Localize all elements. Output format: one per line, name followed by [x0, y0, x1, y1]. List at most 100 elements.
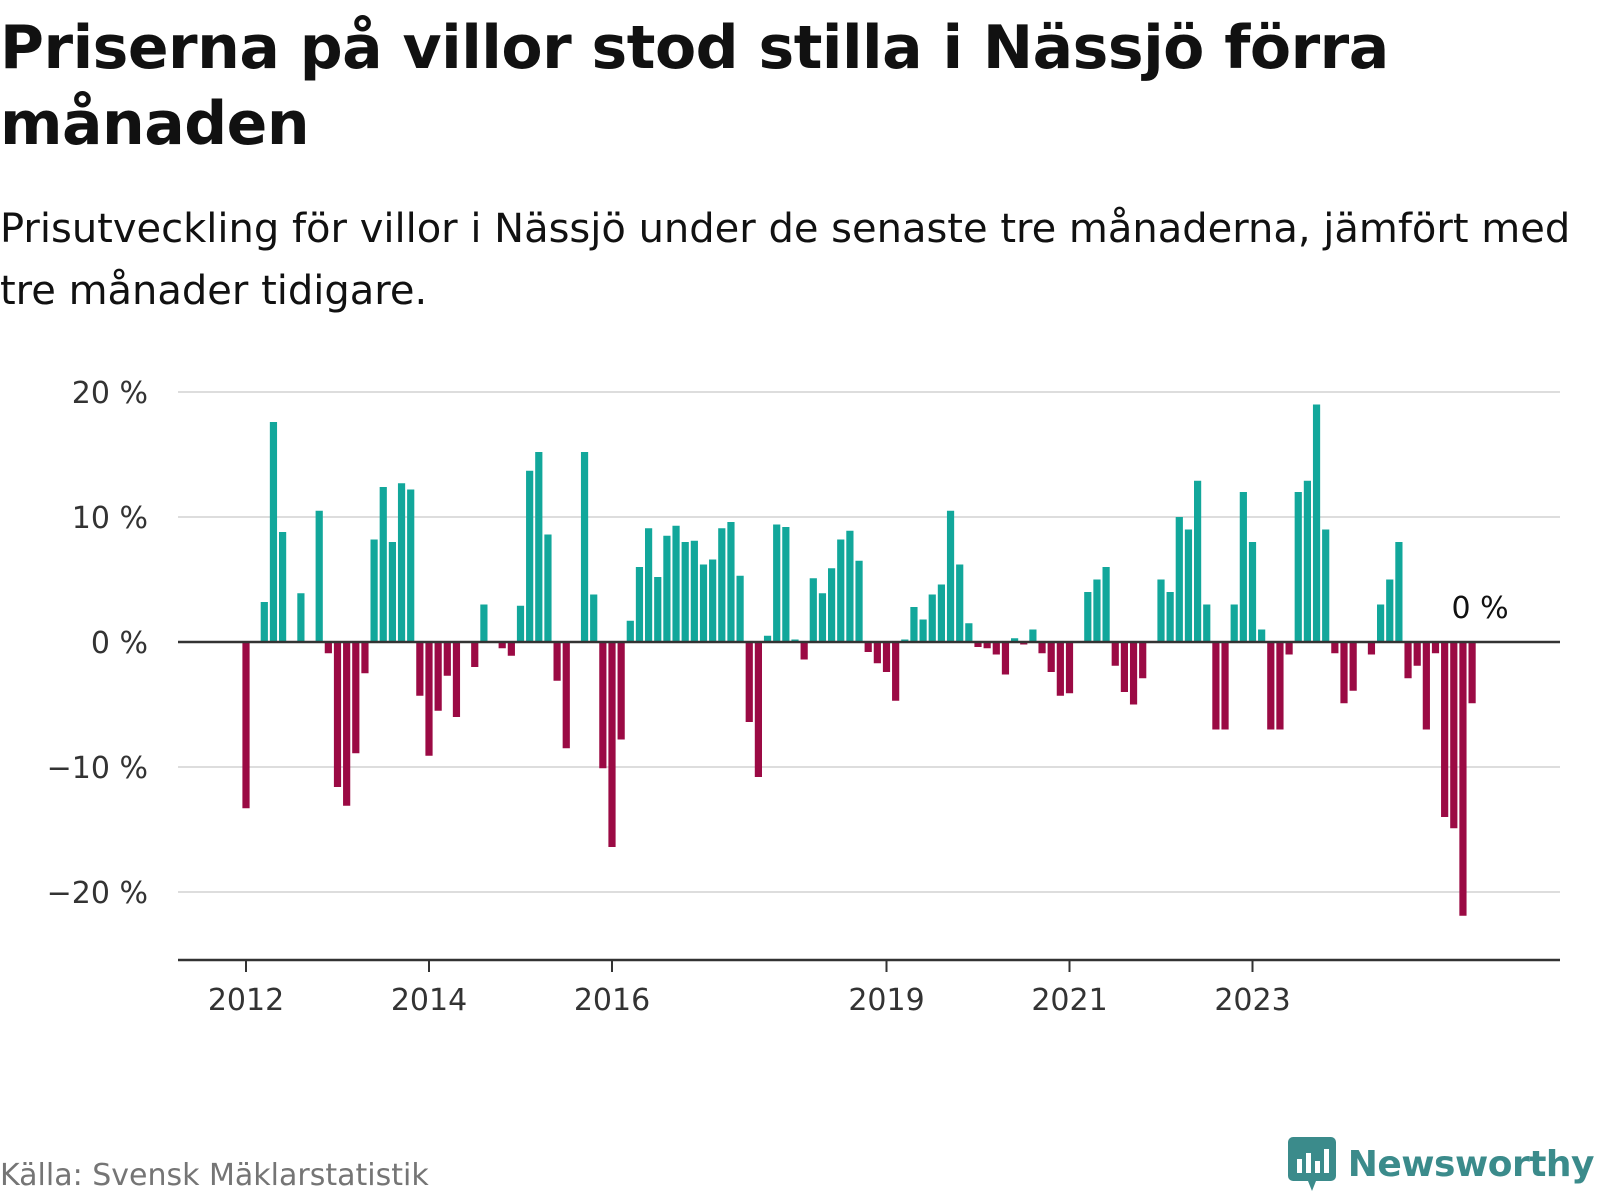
bar-negative	[1450, 642, 1458, 829]
bar-positive	[297, 593, 305, 642]
bar-positive	[1175, 517, 1183, 642]
bar-positive	[1248, 542, 1257, 642]
bar-negative	[498, 642, 506, 649]
bar-positive	[1166, 592, 1174, 642]
bar-positive	[672, 525, 680, 642]
bar-negative	[1331, 642, 1339, 654]
y-tick-label: 20 %	[72, 376, 148, 411]
bar-negative	[1065, 642, 1074, 694]
bar-positive	[699, 564, 708, 642]
bar-positive	[544, 534, 552, 642]
bar-negative	[471, 642, 479, 667]
y-tick-label: −20 %	[47, 876, 148, 911]
bar-positive	[388, 542, 396, 642]
bar-negative	[800, 642, 808, 660]
x-tick-label: 2016	[574, 983, 650, 1018]
bar-positive	[718, 528, 726, 642]
bar-positive	[370, 539, 378, 642]
bar-positive	[1239, 492, 1247, 642]
chart-title: Priserna på villor stod stilla i Nässjö …	[0, 13, 1389, 159]
bar-negative	[361, 642, 369, 674]
bar-positive	[516, 605, 525, 642]
bar-negative	[352, 642, 360, 754]
bar-positive	[910, 607, 918, 642]
bar-positive	[946, 510, 955, 642]
bar-positive	[635, 567, 644, 642]
bar-negative	[754, 642, 762, 777]
bar-negative	[416, 642, 424, 696]
bar-negative	[1367, 642, 1376, 655]
bar-positive	[727, 522, 735, 642]
bar-negative	[974, 642, 982, 647]
bar-negative	[983, 642, 991, 649]
newsworthy-logo-icon	[1287, 1137, 1336, 1191]
bar-positive	[407, 489, 415, 642]
bar-negative	[892, 642, 900, 701]
bar-negative	[608, 642, 616, 847]
bar-positive	[626, 620, 634, 642]
bar-positive	[1322, 529, 1330, 642]
y-tick-label: −10 %	[47, 751, 148, 786]
bar-positive	[645, 528, 653, 642]
bar-positive	[809, 578, 817, 642]
bar-negative	[434, 642, 442, 711]
bar-negative	[1139, 642, 1147, 679]
bar-positive	[1093, 579, 1101, 642]
bar-negative	[1413, 642, 1421, 666]
bar-negative	[745, 642, 753, 722]
bar-positive	[526, 470, 534, 642]
bar-positive	[1230, 604, 1238, 642]
bar-negative	[553, 642, 561, 681]
bar-negative	[882, 642, 891, 672]
bar-negative	[562, 642, 570, 749]
bar-negative	[1212, 642, 1220, 730]
bar-positive	[690, 540, 698, 642]
brand-logo[interactable]: Newsworthy	[1287, 1137, 1595, 1191]
bar-positive	[828, 568, 836, 642]
bar-negative	[507, 642, 515, 656]
bar-positive	[1011, 638, 1019, 642]
x-tick-label: 2012	[208, 983, 284, 1018]
y-tick-label: 10 %	[72, 501, 148, 536]
bar-negative	[1056, 642, 1064, 696]
bar-positive	[279, 532, 287, 642]
bar-negative	[452, 642, 461, 717]
bar-positive	[1395, 542, 1403, 642]
bar-negative	[1349, 642, 1357, 691]
x-tick-label: 2014	[391, 983, 467, 1018]
bar-negative	[1001, 642, 1010, 675]
bar-negative	[1404, 642, 1412, 679]
bar-positive	[1303, 480, 1311, 642]
bar-positive	[773, 524, 781, 642]
bar-negative	[1285, 642, 1293, 655]
bar-negative	[425, 642, 433, 756]
annotations: 0 %	[1452, 591, 1509, 626]
bar-positive	[846, 530, 854, 642]
bar-negative	[1267, 642, 1275, 730]
bar-positive	[1203, 604, 1211, 642]
bar-positive	[1084, 592, 1092, 642]
bar-negative	[1422, 642, 1430, 730]
bar-negative	[333, 642, 342, 787]
bar-positive	[654, 577, 662, 642]
bar-negative	[1468, 642, 1476, 704]
bar-positive	[965, 623, 973, 642]
bar-negative	[1431, 642, 1440, 654]
bar-positive	[535, 452, 543, 642]
bar-positive	[379, 487, 387, 642]
bar-negative	[1459, 642, 1467, 916]
bar-positive	[763, 635, 772, 642]
bar-positive	[1386, 579, 1394, 642]
bar-positive	[1294, 492, 1302, 642]
x-axis: 2012 2014 2016 2019 2021 2023	[178, 958, 1560, 1018]
bar-positive	[1029, 629, 1037, 642]
bar-negative	[1047, 642, 1055, 672]
last-value-label: 0 %	[1452, 591, 1509, 626]
bar-negative	[1276, 642, 1284, 730]
bar-negative	[242, 642, 250, 809]
bar-positive	[260, 602, 268, 642]
bar-positive	[956, 564, 964, 642]
bar-negative	[1340, 642, 1348, 704]
bar-positive	[397, 483, 406, 642]
bar-negative	[1129, 642, 1138, 705]
